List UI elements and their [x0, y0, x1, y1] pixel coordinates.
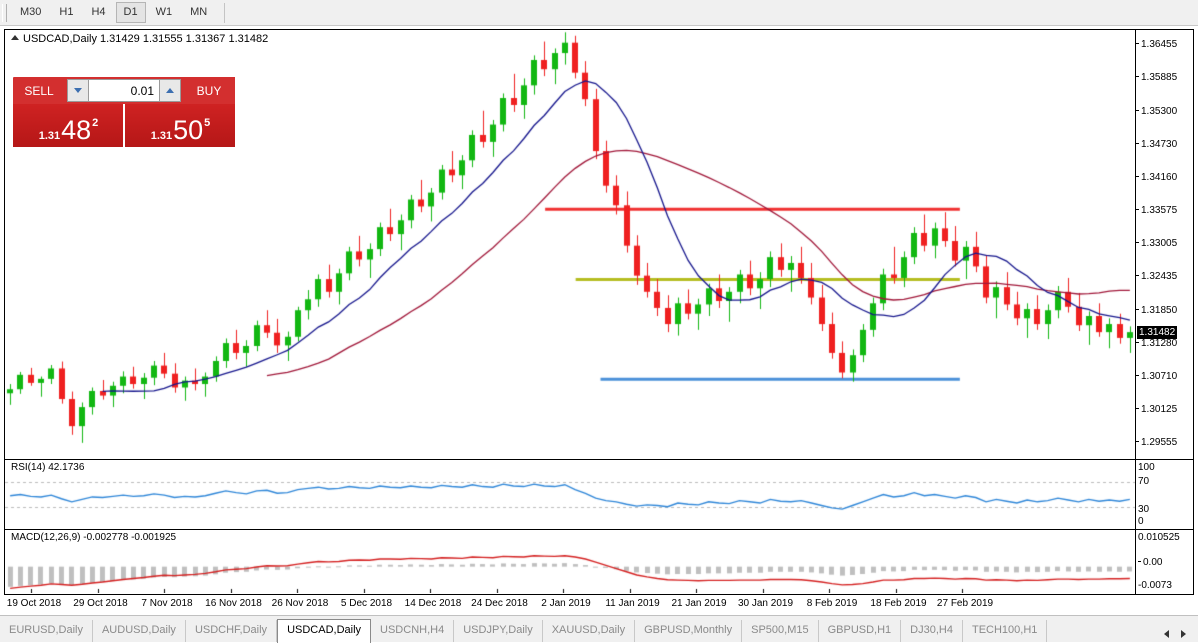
trade-controls-row: SELL 0.01 BUY: [13, 77, 235, 104]
date-tick: 7 Nov 2018: [141, 598, 193, 609]
price-tick: 1.32435: [1136, 271, 1177, 282]
sell-price-prefix: 1.31: [38, 130, 61, 142]
timeframe-list: M30 H1 H4 D1 W1 MN: [11, 2, 216, 23]
date-tick: 8 Feb 2019: [806, 598, 858, 609]
price-tick: 1.36455: [1136, 39, 1177, 50]
sell-price-button[interactable]: 1.31 48 2: [13, 104, 123, 147]
date-tick: 27 Feb 2019: [936, 598, 994, 609]
scroll-right-icon[interactable]: [1181, 630, 1186, 638]
price-tick: 1.29555: [1136, 437, 1177, 448]
chart-tab-usdchf-daily[interactable]: USDCHF,Daily: [186, 620, 278, 642]
macd-canvas[interactable]: [5, 530, 1135, 593]
sell-price-fraction: 2: [92, 117, 99, 129]
tab-scroll-controls[interactable]: [1152, 630, 1198, 642]
date-axis[interactable]: 19 Oct 2018 29 Oct 2018 7 Nov 2018 16 Nov 2…: [4, 595, 1194, 617]
price-pane[interactable]: USDCAD,Daily 1.31429 1.31555 1.31367 1.3…: [5, 30, 1193, 460]
price-tick: 1.34160: [1136, 172, 1177, 183]
price-tick: 1.30125: [1136, 404, 1177, 415]
price-tick: 1.31850: [1136, 305, 1177, 316]
price-tick: 1.33005: [1136, 238, 1177, 249]
date-tick: 19 Oct 2018: [6, 598, 62, 609]
price-tick: 1.30710: [1136, 371, 1177, 382]
date-tick: 16 Nov 2018: [205, 598, 262, 609]
toolbar-separator: [224, 2, 226, 23]
lot-size-input[interactable]: 0.01: [89, 79, 159, 102]
symbol-header: USDCAD,Daily 1.31429 1.31555 1.31367 1.3…: [11, 33, 268, 45]
date-tick: 11 Jan 2019: [605, 598, 660, 609]
date-tick: 5 Dec 2018: [340, 598, 393, 609]
chart-tab-tech100-h1[interactable]: TECH100,H1: [963, 620, 1048, 642]
lot-increment-button[interactable]: [159, 79, 181, 102]
macd-tick: -0.0073: [1138, 580, 1172, 591]
rsi-axis: 100 70 30 0: [1135, 460, 1193, 529]
collapse-triangle-icon[interactable]: [11, 35, 19, 40]
lot-decrement-button[interactable]: [67, 79, 89, 102]
buy-price-button[interactable]: 1.31 50 5: [125, 104, 235, 147]
buy-price-fraction: 5: [204, 117, 211, 129]
chart-tab-gbpusd-h1[interactable]: GBPUSD,H1: [819, 620, 902, 642]
rsi-label: RSI(14) 42.1736: [11, 462, 85, 473]
date-tick: 2 Jan 2019: [541, 598, 591, 609]
one-click-trading-panel[interactable]: SELL 0.01 BUY 1.31 48 2: [13, 77, 235, 147]
chart-tab-eurusd-daily[interactable]: EURUSD,Daily: [0, 620, 93, 642]
chart-tab-usdjpy-daily[interactable]: USDJPY,Daily: [454, 620, 543, 642]
date-tick: 18 Feb 2019: [870, 598, 927, 609]
date-tick: 29 Oct 2018: [73, 598, 128, 609]
rsi-tick: 30: [1138, 504, 1150, 515]
chart-tab-sp500-m15[interactable]: SP500,M15: [742, 620, 819, 642]
macd-tick: 0.010525: [1138, 532, 1180, 543]
timeframe-w1[interactable]: W1: [155, 6, 173, 18]
macd-axis: 0.010525 0.00 -0.0073: [1135, 530, 1193, 594]
buy-price-main: 50: [173, 115, 204, 145]
date-tick: 26 Nov 2018: [271, 598, 329, 609]
chart-tab-bar: EURUSD,Daily AUDUSD,Daily USDCHF,Daily USDC…: [0, 615, 1198, 643]
chart-tab-usdcad-daily[interactable]: USDCAD,Daily: [277, 619, 372, 643]
chart-tab-usdcnh-h4[interactable]: USDCNH,H4: [371, 620, 455, 642]
date-tick: 14 Dec 2018: [404, 598, 462, 609]
chart-tab-list: EURUSD,Daily AUDUSD,Daily USDCHF,Daily USDC…: [0, 619, 1048, 643]
rsi-tick: 100: [1138, 462, 1155, 473]
chart-tab-xauusd-daily[interactable]: XAUUSD,Daily: [543, 620, 636, 642]
chart-tab-gbpusd-monthly[interactable]: GBPUSD,Monthly: [635, 620, 743, 642]
price-tick: 1.31280: [1136, 338, 1177, 349]
chart-tab-audusd-daily[interactable]: AUDUSD,Daily: [93, 620, 186, 642]
timeframe-d1[interactable]: D1: [115, 2, 146, 23]
chevron-up-icon: [166, 88, 174, 93]
chart-frame: USDCAD,Daily 1.31429 1.31555 1.31367 1.3…: [4, 29, 1194, 595]
sell-button[interactable]: SELL: [13, 77, 65, 104]
price-tick: 1.35300: [1136, 106, 1177, 117]
rsi-canvas[interactable]: [5, 460, 1135, 529]
macd-pane[interactable]: MACD(12,26,9) -0.002778 -0.001925 0.0105…: [5, 530, 1193, 594]
chart-tab-dj30-h4[interactable]: DJ30,H4: [901, 620, 963, 642]
rsi-tick: 70: [1138, 476, 1150, 487]
timeframe-m30[interactable]: M30: [20, 6, 42, 18]
timeframe-h4[interactable]: H4: [91, 6, 106, 18]
symbol-header-text: USDCAD,Daily 1.31429 1.31555 1.31367 1.3…: [23, 33, 269, 45]
rsi-tick: 0: [1138, 516, 1144, 527]
date-tick: 24 Dec 2018: [471, 598, 528, 609]
buy-price-prefix: 1.31: [150, 130, 173, 142]
price-tick: 1.34730: [1136, 139, 1177, 150]
timeframe-toolbar: M30 H1 H4 D1 W1 MN: [0, 0, 1198, 26]
price-tick: 1.35885: [1136, 72, 1177, 83]
rsi-pane[interactable]: RSI(14) 42.1736 100 70 30 0: [5, 460, 1193, 530]
lot-size-stepper[interactable]: 0.01: [65, 77, 183, 104]
trade-prices-row: 1.31 48 2 1.31 50 5: [13, 104, 235, 147]
buy-button[interactable]: BUY: [183, 77, 235, 104]
timeframe-mn[interactable]: MN: [190, 6, 208, 18]
current-price-tag: 1.31482: [1137, 326, 1178, 340]
timeframe-h1[interactable]: H1: [59, 6, 74, 18]
date-tick: 21 Jan 2019: [671, 598, 727, 609]
macd-label: MACD(12,26,9) -0.002778 -0.001925: [11, 532, 177, 543]
sell-price-main: 48: [61, 115, 92, 145]
price-axis[interactable]: 1.36455 1.35885 1.35300 1.34730 1.34160 1.335…: [1135, 30, 1193, 460]
price-tick: 1.33575: [1136, 205, 1177, 216]
scroll-left-icon[interactable]: [1164, 630, 1169, 638]
chevron-down-icon: [74, 88, 82, 93]
toolbar-grip[interactable]: [2, 3, 7, 22]
macd-tick: 0.00: [1138, 557, 1162, 568]
date-tick: 30 Jan 2019: [737, 598, 794, 609]
